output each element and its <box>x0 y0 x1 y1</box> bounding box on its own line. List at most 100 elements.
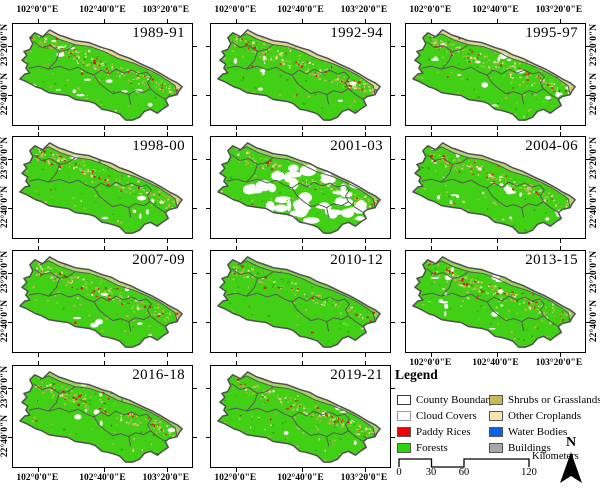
axis-tick <box>206 322 210 324</box>
legend-swatch-icon <box>489 395 503 405</box>
axis-tick <box>364 132 366 136</box>
axis-tick <box>301 19 303 23</box>
axis-tick <box>559 353 561 357</box>
legend: Legend County Boundary Cloud Covers Paddy … <box>391 366 600 491</box>
axis-tick <box>431 353 433 357</box>
axis-tick <box>236 132 238 136</box>
axis-tick <box>496 126 498 130</box>
lon-tick-label: 102°40'0"E <box>277 473 324 483</box>
axis-tick <box>431 19 433 23</box>
axis-tick <box>206 158 210 160</box>
lat-tick-label: 23°20'0"N <box>589 136 599 179</box>
axis-tick <box>391 45 395 47</box>
lon-tick-label: 102°0'0"E <box>409 358 452 368</box>
axis-tick <box>206 387 210 389</box>
lon-tick-label: 103°20'0"E <box>340 473 388 483</box>
panel-title: 1995-97 <box>525 25 578 41</box>
axis-tick <box>166 19 168 23</box>
legend-item-label: Buildings <box>508 441 551 454</box>
legend-item-label: Paddy Rices <box>416 425 471 438</box>
legend-item-label: Water Bodies <box>508 425 568 438</box>
axis-tick <box>38 126 40 130</box>
axis-tick <box>8 387 12 389</box>
axis-tick <box>301 239 303 243</box>
axis-tick <box>364 353 366 357</box>
axis-tick <box>236 361 238 365</box>
legend-swatch-icon <box>397 395 411 405</box>
landcover-map <box>19 371 183 463</box>
lat-tick-label: 23°20'0"N <box>0 23 10 66</box>
lon-tick-label: 102°0'0"E <box>16 473 59 483</box>
axis-tick <box>193 272 197 274</box>
axis-tick <box>364 468 366 472</box>
axis-tick <box>496 246 498 250</box>
panel-title: 1998-00 <box>132 138 185 154</box>
map-panel-2016-18: 2016-18 <box>8 361 197 472</box>
axis-tick <box>206 45 210 47</box>
axis-tick <box>391 95 395 97</box>
axis-tick <box>559 132 561 136</box>
lat-tick-label: 22°40'0"N <box>0 299 10 343</box>
axis-tick <box>301 126 303 130</box>
axis-tick <box>103 132 105 136</box>
scale-bar: 0 30 60 120 Kilometers <box>396 451 578 484</box>
axis-tick <box>236 468 238 472</box>
legend-item-label: Shrubs or Grasslands <box>508 393 600 406</box>
legend-swatch-icon <box>489 411 503 421</box>
lon-tick-label: 102°0'0"E <box>214 473 257 483</box>
axis-tick <box>401 95 405 97</box>
map-panel-1998-00: 1998-00 <box>8 132 197 243</box>
map-panel-2019-21: 2019-21 <box>206 361 395 472</box>
map-panel-2007-09: 2007-09 <box>8 246 197 357</box>
axis-tick <box>431 246 433 250</box>
axis-tick <box>431 132 433 136</box>
lat-tick-label: 23°20'0"N <box>0 136 10 179</box>
map-panel-2010-12: 2010-12 <box>206 246 395 357</box>
north-label: N <box>565 435 577 450</box>
landcover-map <box>412 256 576 348</box>
axis-tick <box>193 95 197 97</box>
axis-tick <box>431 126 433 130</box>
axis-tick <box>8 158 12 160</box>
axis-tick <box>301 246 303 250</box>
scale-unit-label: Kilometers <box>532 451 579 462</box>
axis-tick <box>206 95 210 97</box>
legend-item-shrubs-or-grasslands: Shrubs or Grasslands <box>489 394 600 406</box>
panel-title: 2019-21 <box>330 367 383 383</box>
axis-tick <box>206 437 210 439</box>
legend-swatch-icon <box>397 427 411 437</box>
landcover-map <box>217 142 381 234</box>
axis-tick <box>401 158 405 160</box>
axis-tick <box>236 246 238 250</box>
axis-tick <box>391 208 395 210</box>
scale-tick-0: 0 <box>396 467 402 478</box>
axis-tick <box>193 322 197 324</box>
axis-tick <box>193 437 197 439</box>
panel-title: 2010-12 <box>330 252 383 268</box>
lat-tick-label: 22°40'0"N <box>0 72 10 116</box>
scale-tick-120: 120 <box>521 467 537 478</box>
panel-title: 1989-91 <box>132 25 185 41</box>
axis-tick <box>559 239 561 243</box>
legend-swatch-icon <box>397 443 411 453</box>
panel-title: 2013-15 <box>525 252 578 268</box>
axis-tick <box>166 468 168 472</box>
panel-title: 2007-09 <box>132 252 185 268</box>
axis-tick <box>364 246 366 250</box>
axis-tick <box>391 158 395 160</box>
axis-tick <box>206 272 210 274</box>
axis-tick <box>38 19 40 23</box>
legend-item-buildings: Buildings <box>489 442 551 454</box>
axis-tick <box>401 322 405 324</box>
axis-tick <box>496 353 498 357</box>
axis-tick <box>301 353 303 357</box>
lon-tick-label: 102°0'0"E <box>214 5 257 15</box>
landcover-map <box>217 256 381 348</box>
legend-item-other-croplands: Other Croplands <box>489 410 581 422</box>
legend-item-forests: Forests <box>397 442 448 454</box>
axis-tick <box>8 272 12 274</box>
axis-tick <box>301 361 303 365</box>
legend-swatch-icon <box>489 427 503 437</box>
axis-tick <box>103 19 105 23</box>
